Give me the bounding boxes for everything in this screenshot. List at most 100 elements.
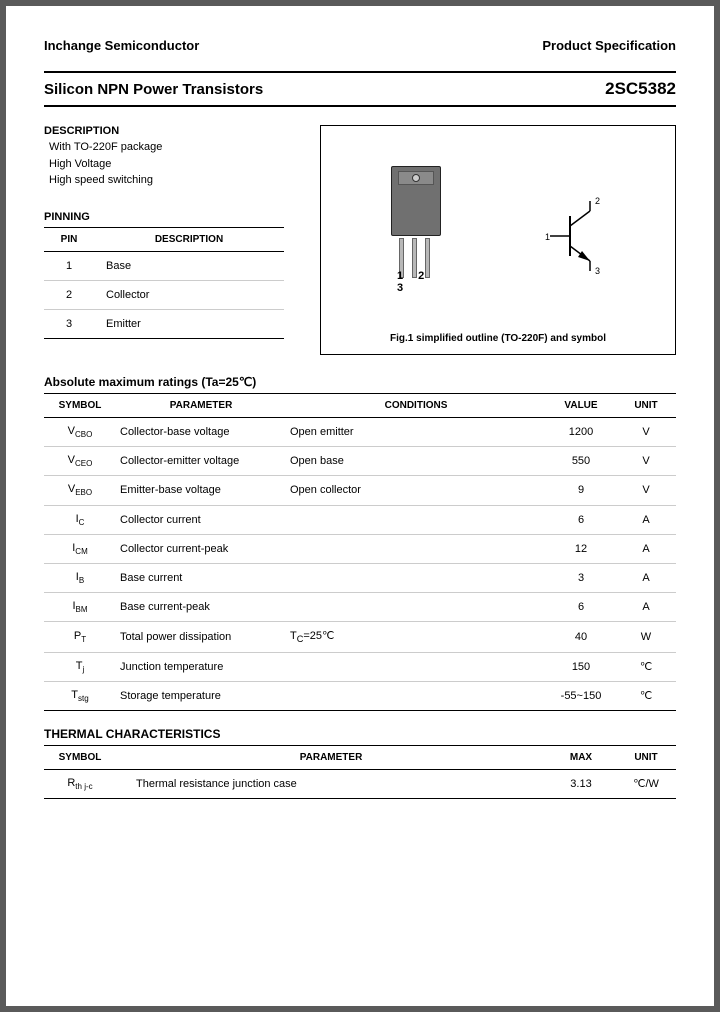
col-header: CONDITIONS xyxy=(286,394,546,418)
table-row: VCBOCollector-base voltageOpen emitter12… xyxy=(44,418,676,447)
parameter-cell: Junction temperature xyxy=(116,652,286,681)
pinning-body: 1Base2Collector3Emitter xyxy=(44,251,284,338)
col-header: PARAMETER xyxy=(116,745,546,769)
unit-cell: V xyxy=(616,418,676,447)
package-body xyxy=(391,166,441,236)
pin-labels: 1 2 3 xyxy=(397,270,441,294)
col-header: UNIT xyxy=(616,745,676,769)
table-row: IBMBase current-peak6A xyxy=(44,593,676,622)
unit-cell: ℃ xyxy=(616,681,676,710)
symbol-cell: Tstg xyxy=(44,681,116,710)
pin-description: Base xyxy=(94,251,284,280)
table-row: ICMCollector current-peak12A xyxy=(44,534,676,563)
pin-description: Collector xyxy=(94,280,284,309)
description-heading: DESCRIPTION xyxy=(44,125,304,137)
parameter-cell: Base current-peak xyxy=(116,593,286,622)
figure-box: 1 2 3 1 2 3 Fig.1 simplified outline (TO… xyxy=(320,125,676,355)
col-header: PARAMETER xyxy=(116,394,286,418)
parameter-cell: Thermal resistance junction case xyxy=(116,769,546,798)
pin-number: 3 xyxy=(44,309,94,338)
description-line: With TO-220F package xyxy=(44,139,304,156)
value-cell: -55~150 xyxy=(546,681,616,710)
conditions-cell xyxy=(286,505,546,534)
conditions-cell xyxy=(286,681,546,710)
conditions-cell: Open emitter xyxy=(286,418,546,447)
max-cell: 3.13 xyxy=(546,769,616,798)
conditions-cell: Open base xyxy=(286,447,546,476)
thermal-heading: THERMAL CHARACTERISTICS xyxy=(44,727,676,741)
product-family: Silicon NPN Power Transistors xyxy=(44,81,263,98)
pin-col-header: DESCRIPTION xyxy=(94,227,284,251)
table-row: 3Emitter xyxy=(44,309,284,338)
unit-cell: V xyxy=(616,447,676,476)
parameter-cell: Collector current-peak xyxy=(116,534,286,563)
parameter-cell: Total power dissipation xyxy=(116,622,286,652)
col-header: MAX xyxy=(546,745,616,769)
pin-number: 1 xyxy=(44,251,94,280)
symbol-cell: Rth j-c xyxy=(44,769,116,798)
pin-number: 2 xyxy=(44,280,94,309)
abs-max-heading: Absolute maximum ratings (Ta=25℃) xyxy=(44,375,676,389)
parameter-cell: Base current xyxy=(116,563,286,592)
conditions-cell: Open collector xyxy=(286,476,546,505)
symbol-cell: VCEO xyxy=(44,447,116,476)
page-header: Inchange Semiconductor Product Specifica… xyxy=(44,38,676,53)
symbol-cell: ICM xyxy=(44,534,116,563)
col-header: VALUE xyxy=(546,394,616,418)
table-row: 2Collector xyxy=(44,280,284,309)
symbol-cell: VCBO xyxy=(44,418,116,447)
unit-cell: A xyxy=(616,593,676,622)
value-cell: 40 xyxy=(546,622,616,652)
unit-cell: A xyxy=(616,505,676,534)
description-line: High speed switching xyxy=(44,172,304,189)
thermal-table: SYMBOL PARAMETER MAX UNIT Rth j-cThermal… xyxy=(44,745,676,799)
value-cell: 6 xyxy=(546,593,616,622)
parameter-cell: Storage temperature xyxy=(116,681,286,710)
part-number: 2SC5382 xyxy=(605,79,676,99)
table-row: ICCollector current6A xyxy=(44,505,676,534)
transistor-symbol: 1 2 3 xyxy=(545,196,615,279)
title-bar: Silicon NPN Power Transistors 2SC5382 xyxy=(44,71,676,107)
symbol-cell: Tj xyxy=(44,652,116,681)
unit-cell: W xyxy=(616,622,676,652)
table-row: VEBOEmitter-base voltageOpen collector9V xyxy=(44,476,676,505)
symbol-cell: PT xyxy=(44,622,116,652)
conditions-cell xyxy=(286,593,546,622)
abs-max-table: SYMBOL PARAMETER CONDITIONS VALUE UNIT V… xyxy=(44,393,676,711)
parameter-cell: Collector-base voltage xyxy=(116,418,286,447)
company-name: Inchange Semiconductor xyxy=(44,38,199,53)
conditions-cell xyxy=(286,652,546,681)
table-row: TstgStorage temperature -55~150℃ xyxy=(44,681,676,710)
pin-col-header: PIN xyxy=(44,227,94,251)
datasheet-page: Inchange Semiconductor Product Specifica… xyxy=(6,6,714,1006)
pinning-heading: PINNING xyxy=(44,211,304,223)
col-header: SYMBOL xyxy=(44,745,116,769)
description-line: High Voltage xyxy=(44,156,304,173)
unit-cell: A xyxy=(616,534,676,563)
table-row: PTTotal power dissipationTC=25℃40W xyxy=(44,622,676,652)
table-row: VCEOCollector-emitter voltageOpen base55… xyxy=(44,447,676,476)
table-row: 1Base xyxy=(44,251,284,280)
npn-symbol-svg: 1 2 3 xyxy=(545,196,615,276)
value-cell: 550 xyxy=(546,447,616,476)
conditions-cell: TC=25℃ xyxy=(286,622,546,652)
col-header: SYMBOL xyxy=(44,394,116,418)
svg-text:3: 3 xyxy=(595,266,600,276)
conditions-cell xyxy=(286,563,546,592)
top-section: DESCRIPTION With TO-220F package High Vo… xyxy=(44,125,676,355)
parameter-cell: Emitter-base voltage xyxy=(116,476,286,505)
value-cell: 9 xyxy=(546,476,616,505)
col-header: UNIT xyxy=(616,394,676,418)
abs-max-body: VCBOCollector-base voltageOpen emitter12… xyxy=(44,418,676,711)
unit-cell: A xyxy=(616,563,676,592)
left-column: DESCRIPTION With TO-220F package High Vo… xyxy=(44,125,304,355)
table-row: IBBase current3A xyxy=(44,563,676,592)
svg-text:1: 1 xyxy=(545,232,550,242)
parameter-cell: Collector-emitter voltage xyxy=(116,447,286,476)
unit-cell: ℃/W xyxy=(616,769,676,798)
doc-type: Product Specification xyxy=(542,38,676,53)
value-cell: 3 xyxy=(546,563,616,592)
parameter-cell: Collector current xyxy=(116,505,286,534)
value-cell: 1200 xyxy=(546,418,616,447)
package-drawing: 1 2 3 xyxy=(391,166,441,236)
